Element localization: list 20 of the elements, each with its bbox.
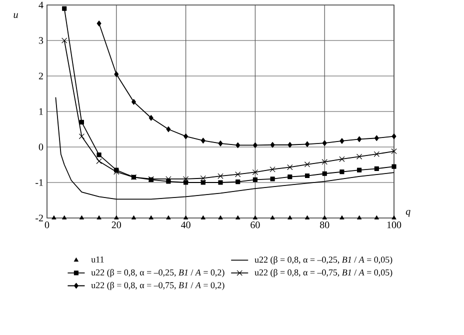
y-tick-label: -1 — [36, 179, 43, 186]
x-tick-label: 100 — [387, 222, 402, 228]
x-tick-label: 60 — [250, 222, 260, 228]
x-tick-label: 20 — [112, 222, 122, 228]
y-tick-label: 2 — [38, 72, 43, 80]
y-tick-label: 0 — [38, 144, 44, 150]
legend-label: u22 (β = 0,8, α = –0,25, B1 / A = 0,05) — [254, 256, 392, 264]
y-tick-label: -2 — [36, 214, 43, 222]
x-tick-label: 80 — [320, 222, 330, 228]
y-axis-title: u — [14, 13, 18, 18]
y-tick-label: 3 — [38, 37, 44, 44]
x-tick-label: 40 — [181, 222, 190, 228]
y-tick-label: 1 — [39, 108, 43, 115]
legend-label: u22 (β = 0,8, α = –0,25, B1 / A = 0,2) — [91, 269, 224, 278]
legend-label: u11 — [91, 256, 104, 262]
y-tick-label: 4 — [38, 2, 44, 8]
x-axis-title: q — [406, 210, 410, 217]
x-tick-label: 0 — [44, 222, 50, 228]
legend-label: u22 (β = 0,8, α = –0,75, B1 / A = 0,2) — [91, 282, 224, 290]
legend-label: u22 (β = 0,8, α = –0,75, B1 / A = 0,05) — [254, 269, 392, 278]
